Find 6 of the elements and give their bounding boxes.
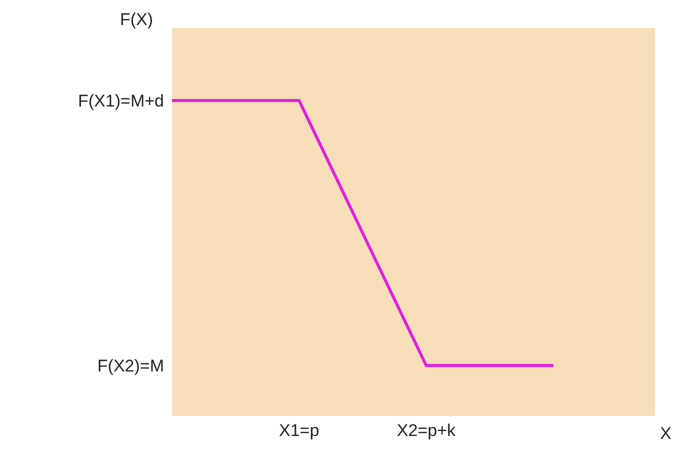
x-axis-title: X: [660, 424, 672, 444]
y-axis-title: F(X): [120, 10, 154, 30]
text: F(X2)=M: [97, 356, 164, 376]
x-tick-label: X2=p+k: [396, 421, 456, 440]
text: F(X1)=M+d: [78, 92, 164, 111]
x-tick-label: X1=p: [279, 421, 320, 440]
